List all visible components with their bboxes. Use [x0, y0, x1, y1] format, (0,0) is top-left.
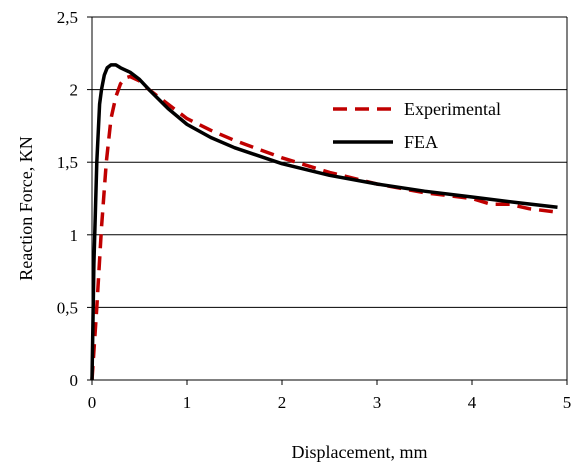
y-tick-label-4: 2 [70, 81, 79, 100]
legend-label-experimental: Experimental [404, 99, 501, 119]
y-tick-label-0: 0 [70, 371, 79, 390]
x-tick-label-1: 1 [183, 393, 192, 412]
gridlines [92, 16, 567, 308]
x-tick-label-3: 3 [373, 393, 382, 412]
axes [87, 16, 568, 385]
x-tick-label-5: 5 [563, 393, 572, 412]
x-tick-label-2: 2 [278, 393, 287, 412]
x-tick-label-0: 0 [88, 393, 97, 412]
x-axis-title: Displacement, mm [292, 442, 428, 462]
y-tick-label-1: 0,5 [57, 298, 78, 317]
x-tick-label-4: 4 [468, 393, 477, 412]
y-tick-label-5: 2,5 [57, 8, 78, 27]
legend-label-fea: FEA [404, 132, 438, 152]
y-axis-title: Reaction Force, KN [16, 136, 36, 280]
legend: Experimental FEA [333, 99, 501, 152]
tick-labels: 0 1 2 3 4 5 0 0,5 1 1,5 2 2,5 [57, 8, 572, 412]
series-layer [90, 63, 558, 381]
y-tick-label-3: 1,5 [57, 153, 78, 172]
series-line-experimental [90, 74, 554, 381]
y-tick-label-2: 1 [70, 226, 79, 245]
series-line-fea [90, 63, 558, 381]
